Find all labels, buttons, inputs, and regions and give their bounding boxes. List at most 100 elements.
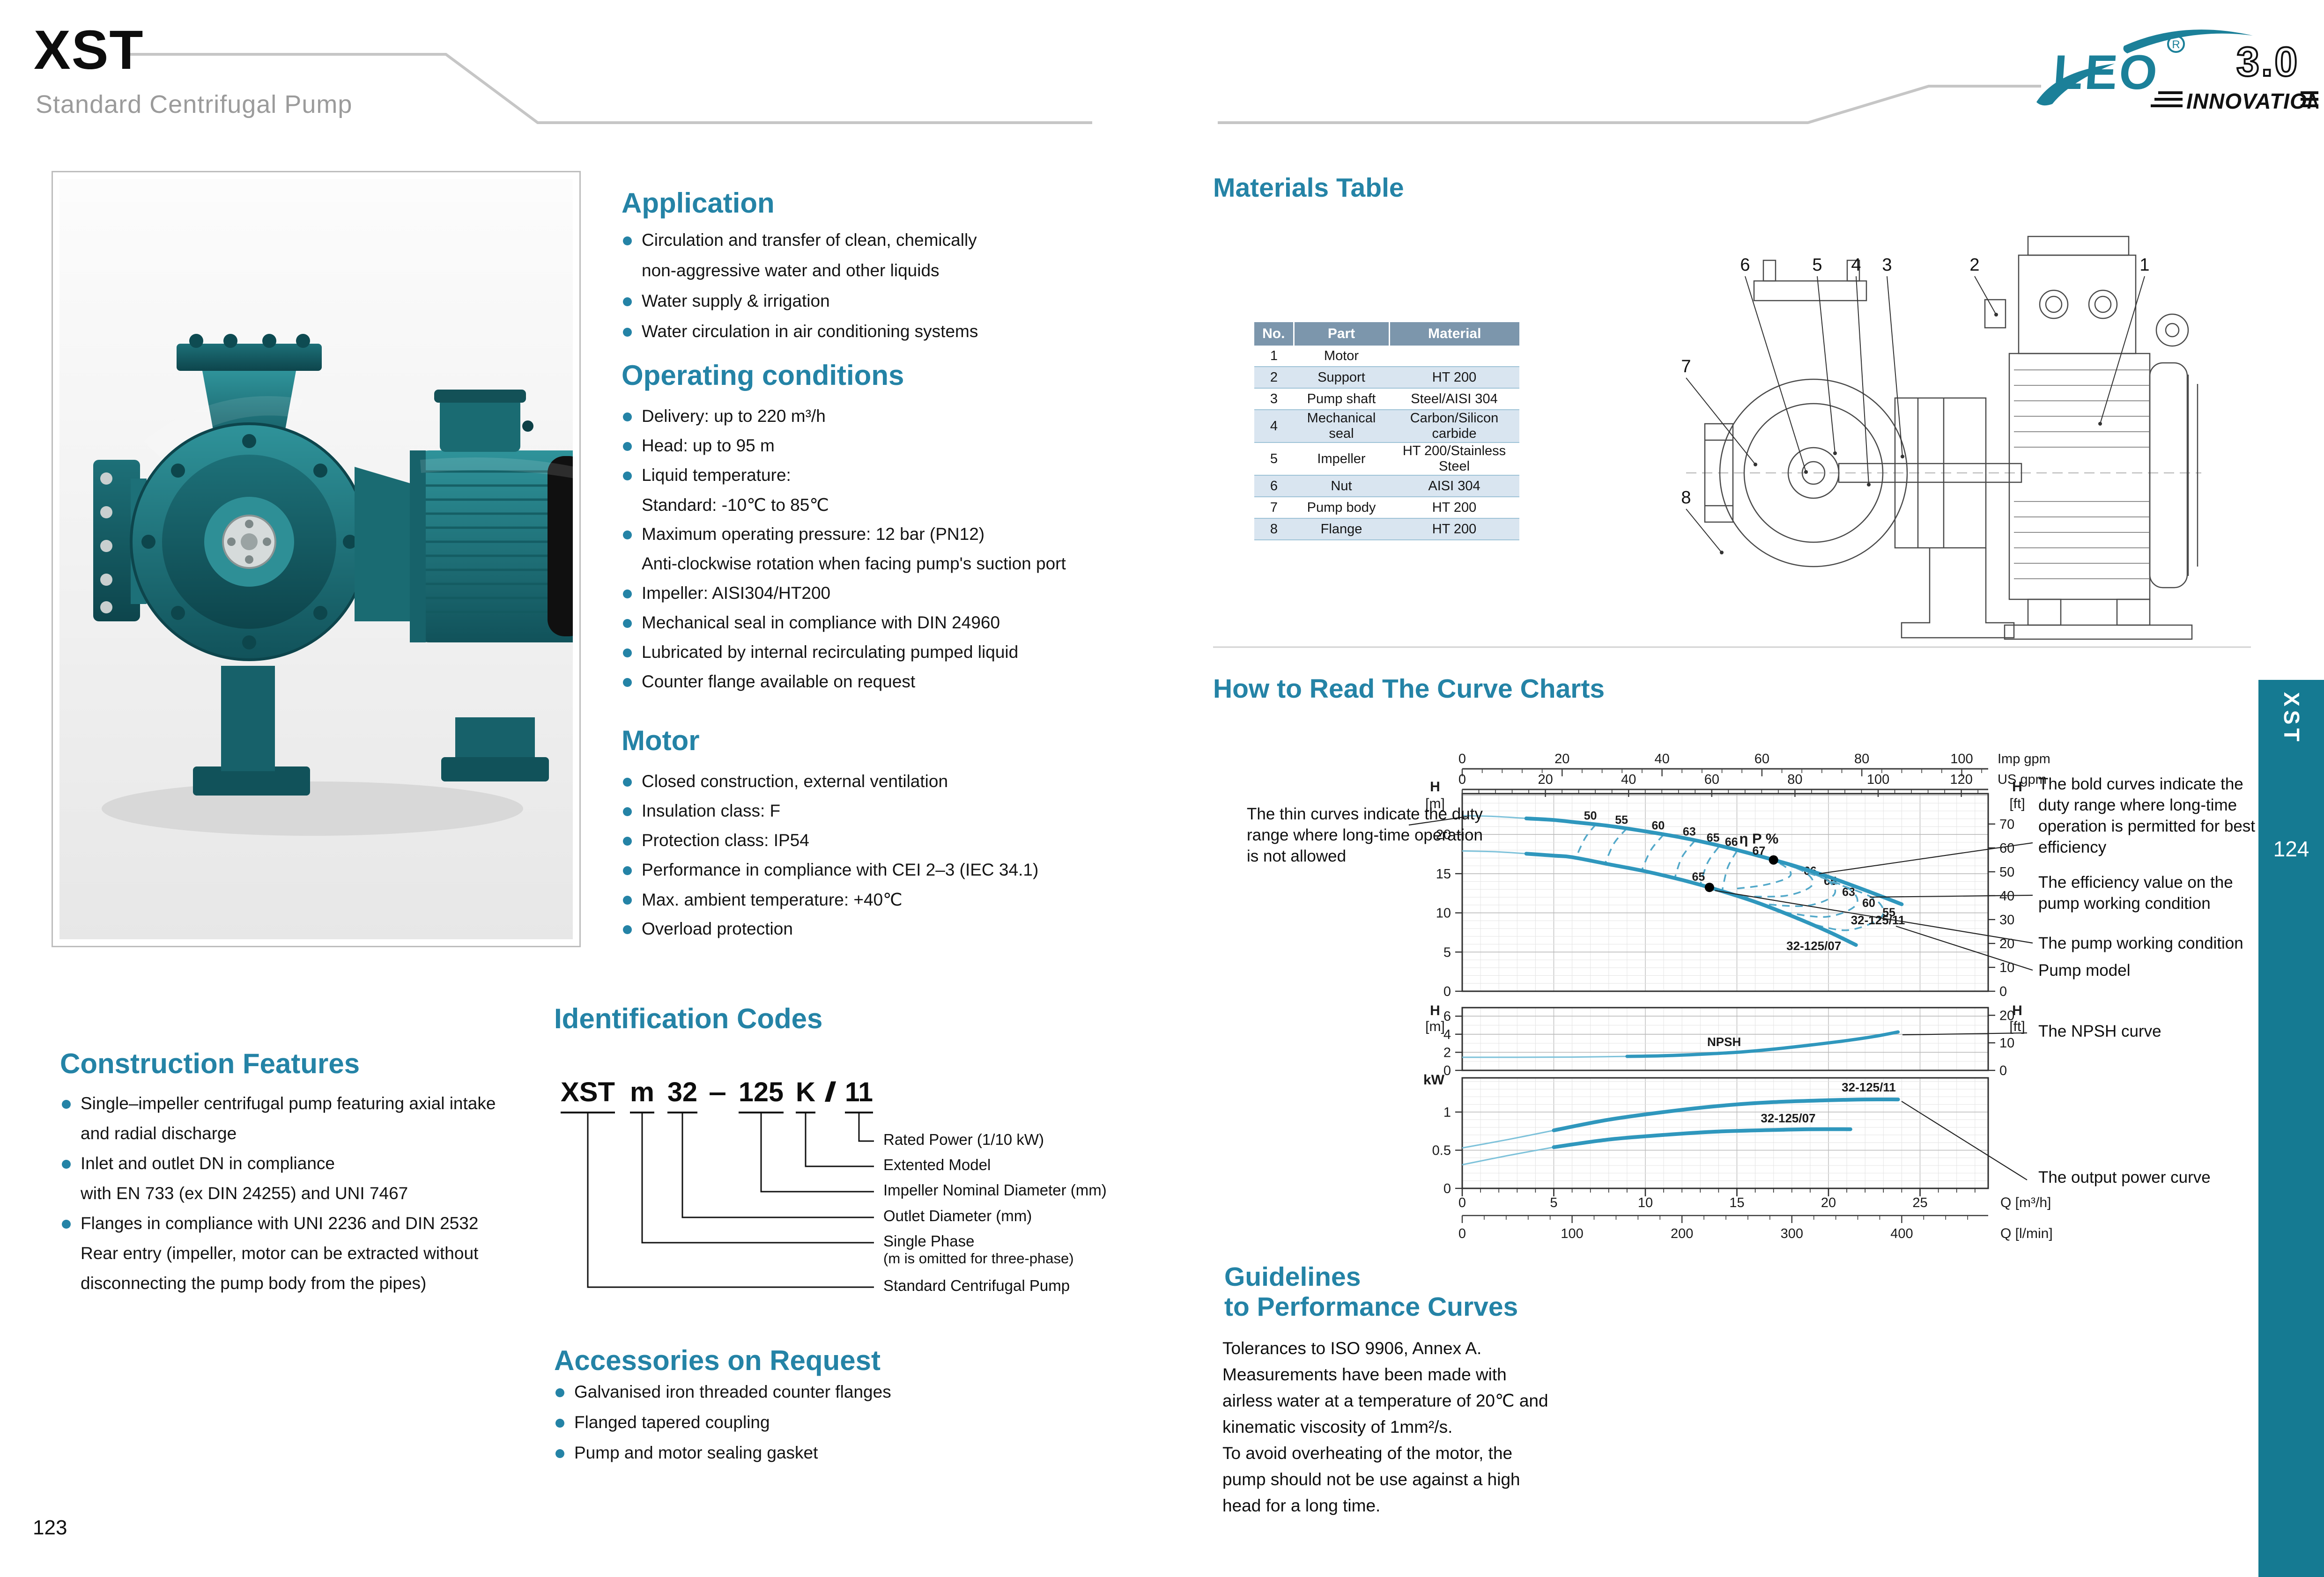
svg-text:[m]: [m]: [1425, 1019, 1445, 1034]
bullet-item: Protection class: IP54: [623, 831, 809, 850]
svg-text:32-125/11: 32-125/11: [1851, 913, 1905, 927]
drawing-callout-number: 4: [1851, 255, 1861, 275]
svg-text:40: 40: [1621, 772, 1636, 787]
section-title-identification: Identification Codes: [554, 1003, 823, 1034]
svg-text:60: 60: [1999, 841, 2014, 856]
identification-label: Single Phase (m is omitted for three-phas…: [883, 1232, 1074, 1267]
svg-text:15: 15: [1729, 1195, 1744, 1210]
materials-cell: Motor: [1294, 346, 1389, 367]
bullet-text: with EN 733 (ex DIN 24255) and UNI 7467: [81, 1184, 408, 1203]
bullet-icon: [623, 619, 632, 628]
materials-row: 7 Pump body HT 200: [1254, 497, 1519, 519]
svg-text:100: 100: [1950, 752, 1973, 766]
bullet-icon: [623, 925, 632, 934]
bullet-text: Impeller: AISI304/HT200: [642, 583, 831, 603]
bullet-text: Pump and motor sealing gasket: [574, 1443, 818, 1462]
svg-text:60: 60: [1754, 752, 1769, 766]
materials-cell: 7: [1254, 497, 1294, 519]
bullet-text: Maximum operating pressure: 12 bar (PN12…: [642, 524, 985, 544]
section-title-materials: Materials Table: [1213, 173, 1404, 203]
svg-text:0: 0: [1999, 1063, 2007, 1078]
bullet-text: Anti-clockwise rotation when facing pump…: [642, 554, 1066, 573]
bullet-icon: [623, 778, 632, 787]
svg-text:NPSH: NPSH: [1707, 1035, 1741, 1049]
svg-text:25: 25: [1912, 1195, 1927, 1210]
svg-text:400: 400: [1890, 1226, 1913, 1241]
bullet-icon: [623, 590, 632, 598]
svg-text:0: 0: [1443, 984, 1451, 999]
identification-label: Extented Model: [883, 1156, 991, 1173]
materials-cell: Carbon/Silicon carbide: [1389, 410, 1519, 443]
svg-text:20: 20: [1821, 1195, 1836, 1210]
drawing-callout-number: 7: [1681, 357, 1691, 376]
bullet-icon: [62, 1160, 71, 1169]
bullet-icon: [555, 1419, 564, 1428]
bullet-icon: [623, 531, 632, 539]
svg-text:55: 55: [1882, 906, 1895, 919]
side-tab-label: XST: [2280, 692, 2304, 745]
page-title: XST: [34, 19, 144, 81]
materials-cell: Steel/AISI 304: [1389, 388, 1519, 410]
section-title-how-to-read: How to Read The Curve Charts: [1213, 674, 1605, 704]
bullet-text: Closed construction, external ventilatio…: [642, 772, 948, 791]
materials-cell: Support: [1294, 367, 1389, 389]
materials-cell: [1389, 346, 1519, 367]
svg-text:[ft]: [ft]: [2009, 1019, 2025, 1034]
svg-text:[m]: [m]: [1425, 796, 1445, 811]
svg-text:10: 10: [1999, 960, 2014, 975]
bullet-item: Flanges in compliance with UNI 2236 and …: [62, 1214, 478, 1233]
logo-wordmark: LEO: [2051, 45, 2161, 100]
bullet-icon: [555, 1388, 564, 1397]
bullet-item: Single–impeller centrifugal pump featuri…: [62, 1094, 496, 1113]
materials-cell: 5: [1254, 442, 1294, 476]
bullet-text: Head: up to 95 m: [642, 436, 775, 455]
bullet-item: Head: up to 95 m: [623, 436, 775, 456]
svg-text:100: 100: [1867, 772, 1889, 787]
logo-registered-mark: R: [2172, 38, 2180, 51]
bullet-item: Flanged tapered coupling: [555, 1413, 770, 1432]
bullet-item: Anti-clockwise rotation when facing pump…: [623, 554, 1066, 574]
materials-cell: Mechanical seal: [1294, 410, 1389, 443]
logo-tagline: INNOVATION: [2186, 89, 2318, 113]
svg-text:50: 50: [1584, 809, 1597, 822]
svg-text:10: 10: [1999, 1036, 2014, 1051]
svg-text:0: 0: [1458, 1226, 1466, 1241]
product-photo: [59, 179, 573, 939]
annotation-working-condition: The pump working condition: [2038, 934, 2243, 952]
svg-text:6: 6: [1443, 1009, 1451, 1024]
svg-text:[ft]: [ft]: [2009, 796, 2025, 811]
annotation-output-power: The output power curve: [2038, 1168, 2211, 1186]
logo-edition: 3.0: [2236, 38, 2299, 85]
svg-text:1: 1: [1443, 1105, 1451, 1120]
materials-row: 6 Nut AISI 304: [1254, 475, 1519, 497]
section-title-operating: Operating conditions: [622, 360, 904, 391]
bullet-icon: [623, 472, 632, 480]
materials-header-row: No. Part Material: [1254, 322, 1519, 346]
drawing-callout-number: 8: [1681, 488, 1691, 508]
page-number-left: 123: [33, 1516, 67, 1539]
section-title-application: Application: [622, 187, 775, 219]
materials-cell: HT 200/Stainless Steel: [1389, 442, 1519, 476]
materials-row: 2 Support HT 200: [1254, 367, 1519, 389]
svg-text:60: 60: [1704, 772, 1719, 787]
svg-text:32-125/07: 32-125/07: [1761, 1111, 1815, 1125]
bullet-item: Impeller: AISI304/HT200: [623, 583, 830, 603]
svg-text:40: 40: [1654, 752, 1669, 766]
annotation-efficiency: The efficiency value on the pump working…: [2038, 873, 2233, 913]
svg-text:120: 120: [1950, 772, 1972, 787]
svg-text:2: 2: [1443, 1045, 1451, 1060]
materials-cell: Nut: [1294, 475, 1389, 497]
materials-cell: 6: [1254, 475, 1294, 497]
materials-cell: Pump body: [1294, 497, 1389, 519]
page-number-right: 124: [2273, 837, 2309, 861]
svg-text:0: 0: [1458, 772, 1466, 787]
bullet-icon: [62, 1220, 71, 1229]
bullet-item: with EN 733 (ex DIN 24255) and UNI 7467: [62, 1184, 408, 1203]
materials-table: No. Part Material 1 Motor 2 Support HT 200 3 Pum…: [1254, 322, 1519, 540]
svg-text:20: 20: [1554, 752, 1569, 766]
bullet-icon: [623, 896, 632, 905]
drawing-callout-number: 2: [1969, 255, 1979, 275]
bullet-icon: [623, 297, 632, 306]
svg-text:10: 10: [1436, 906, 1451, 921]
